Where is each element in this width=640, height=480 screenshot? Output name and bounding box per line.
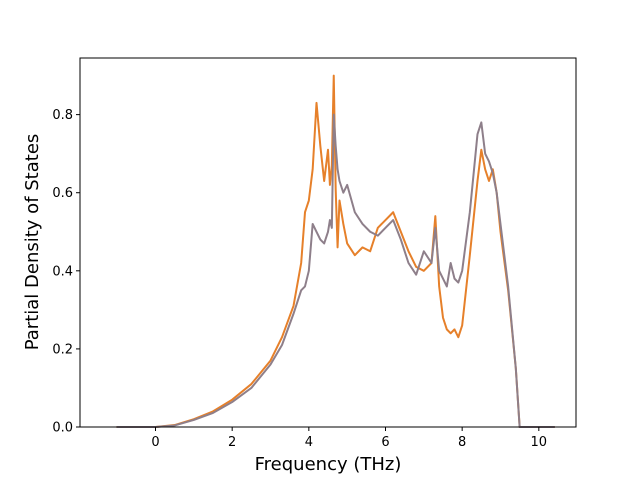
x-tick-label: 0 [151,435,159,450]
x-tick-label: 6 [381,435,389,450]
y-tick-label: 0.6 [52,186,73,201]
y-tick-label: 0.4 [52,264,73,279]
x-axis-label: Frequency (THz) [255,454,402,475]
x-tick-label: 10 [531,435,548,450]
plot-area [116,74,556,428]
y-tick-label: 0.0 [52,421,73,436]
x-tick-label: 8 [458,435,466,450]
x-tick-label: 4 [305,435,313,450]
series-line-2 [116,113,556,428]
y-axis: 0.0 0.2 0.4 0.6 0.8 [52,108,80,436]
x-tick-label: 2 [228,435,236,450]
y-axis-label: Partial Density of States [22,134,43,351]
y-tick-label: 0.8 [52,108,73,123]
series-line-1 [116,74,556,428]
x-axis: 0 2 4 6 8 10 [151,427,547,450]
y-tick-label: 0.2 [52,342,73,357]
plot-frame [79,57,577,428]
